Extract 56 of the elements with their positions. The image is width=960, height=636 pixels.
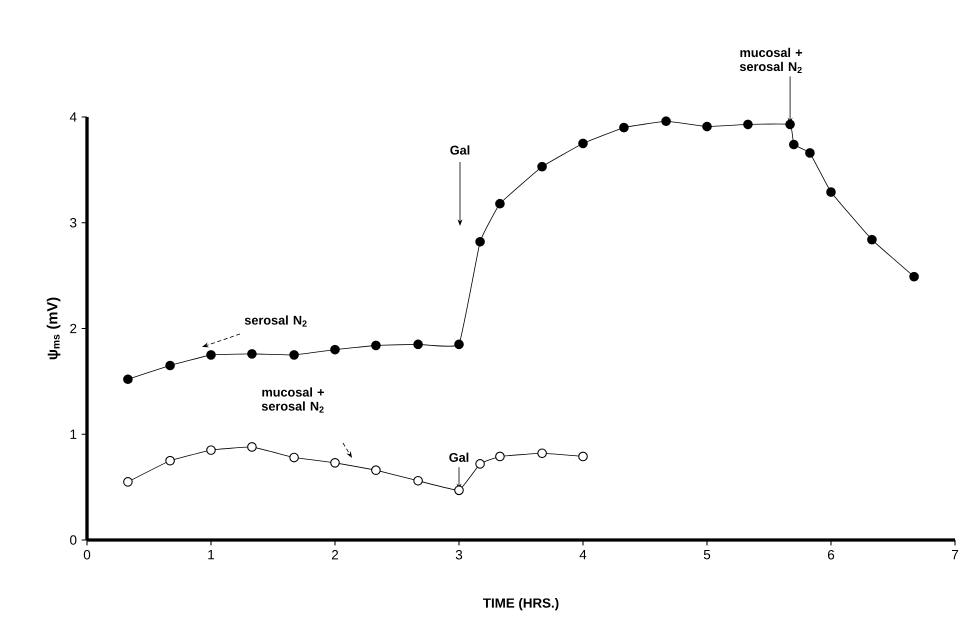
annotation: serosal N$_{2}$	[244, 315, 307, 327]
point	[330, 344, 340, 354]
point	[330, 458, 340, 468]
x-tick-label: 4	[580, 550, 586, 560]
x-tick-label: 3	[456, 550, 462, 560]
point	[826, 187, 836, 197]
y-tick-label: 3	[70, 218, 76, 228]
point	[743, 120, 753, 130]
point	[454, 340, 464, 350]
point	[413, 340, 423, 350]
point	[867, 234, 877, 244]
point	[785, 120, 795, 130]
annotation: mucosal + serosal N$_{2}$	[262, 387, 324, 413]
point	[165, 456, 175, 466]
point	[789, 140, 799, 150]
point	[537, 448, 547, 458]
point	[206, 350, 216, 360]
point	[805, 148, 815, 158]
x-tick-label: 2	[332, 550, 338, 560]
y-tick-label: 4	[70, 112, 77, 122]
point	[454, 485, 464, 496]
y-axis-title: ψ$_{ms}$ (mV)	[46, 298, 60, 360]
x-tick-label: 1	[208, 550, 214, 560]
point	[371, 465, 381, 476]
point	[661, 116, 671, 126]
annotation: Gal	[449, 452, 468, 462]
point	[619, 122, 629, 132]
point	[495, 452, 505, 462]
x-tick-label: 7	[952, 550, 958, 560]
point	[123, 374, 133, 384]
x-axis-title: TIME (HRS.)	[483, 598, 558, 610]
point	[206, 445, 216, 455]
point	[247, 349, 257, 359]
annotation: mucosal + serosal N$_{2}$	[740, 48, 802, 74]
y-tick-label: 0	[70, 535, 76, 545]
x-tick-label: 0	[84, 550, 90, 560]
point	[413, 476, 423, 486]
point	[165, 360, 175, 370]
y-tick-label: 1	[70, 430, 76, 439]
annotation: Gal	[450, 145, 470, 155]
point	[289, 350, 299, 360]
point	[289, 452, 299, 462]
x-tick-label: 6	[828, 550, 834, 560]
point	[475, 459, 485, 469]
point	[702, 122, 712, 132]
point	[495, 198, 505, 209]
y-tick-label: 2	[70, 324, 76, 334]
point	[578, 452, 588, 462]
point	[578, 138, 588, 148]
x-tick-label: 5	[704, 550, 710, 560]
point	[123, 477, 133, 487]
point	[247, 442, 257, 452]
point	[371, 340, 381, 350]
point	[909, 272, 919, 282]
point	[475, 236, 485, 247]
point	[537, 162, 547, 172]
